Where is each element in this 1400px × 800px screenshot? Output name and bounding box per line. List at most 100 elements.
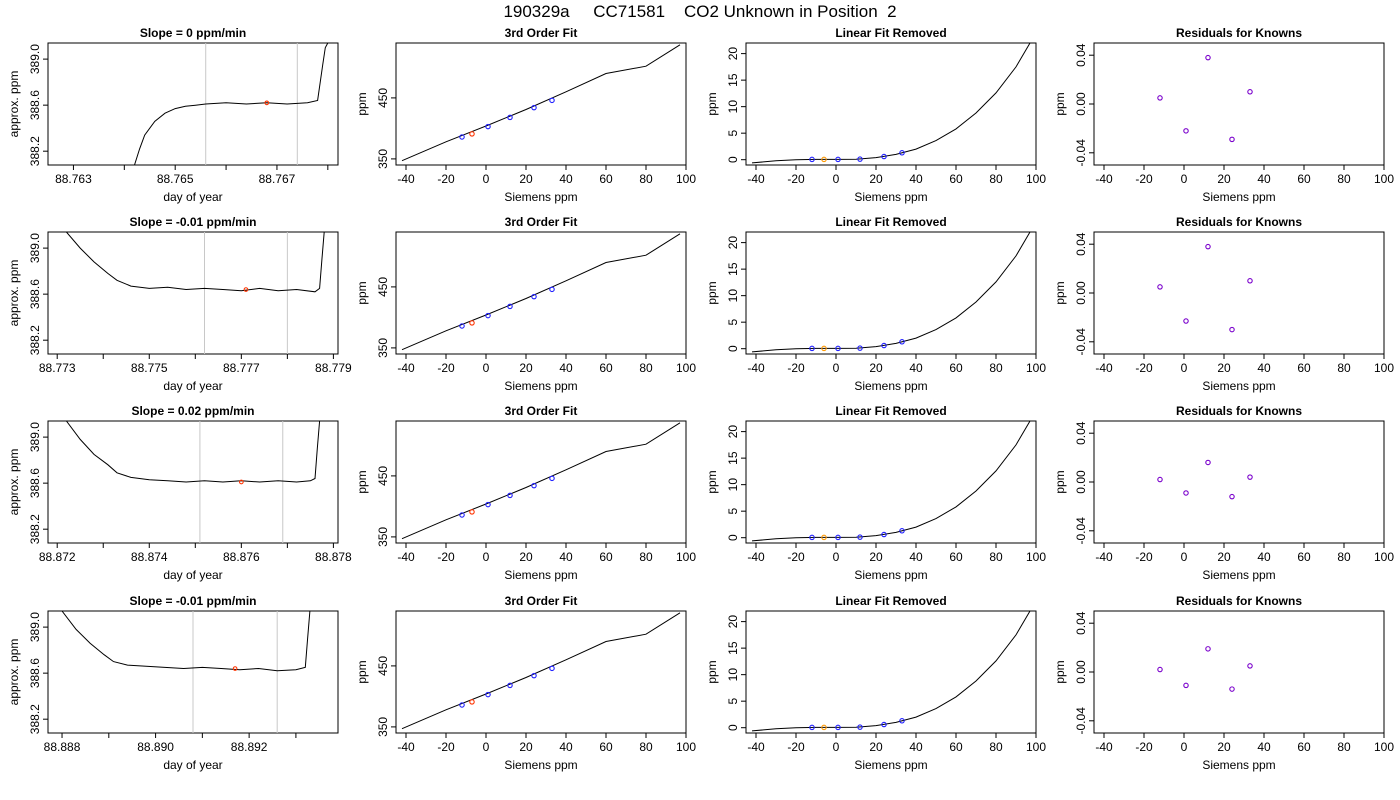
x-axis-label: Siemens ppm bbox=[1202, 758, 1275, 772]
y-tick-label: 5 bbox=[726, 130, 740, 137]
x-tick-label: 60 bbox=[1297, 740, 1311, 754]
x-tick-label: 60 bbox=[599, 550, 613, 564]
x-tick-label: 0 bbox=[833, 740, 840, 754]
x-tick-label: 20 bbox=[869, 550, 883, 564]
x-tick-label: 88.775 bbox=[131, 361, 168, 375]
known-point bbox=[507, 114, 513, 121]
x-tick-label: 60 bbox=[599, 172, 613, 186]
x-tick-label: 0 bbox=[1181, 740, 1188, 754]
x-tick-label: -40 bbox=[747, 361, 765, 375]
x-tick-label: -20 bbox=[1135, 172, 1153, 186]
known-point bbox=[881, 342, 887, 349]
y-axis-label: ppm bbox=[355, 660, 369, 683]
x-axis-label: day of year bbox=[163, 379, 222, 393]
y-tick-label: 0.04 bbox=[1074, 421, 1088, 445]
fit-curve bbox=[401, 233, 681, 351]
known-point bbox=[835, 156, 841, 163]
chart-title: Residuals for Knowns bbox=[1176, 215, 1302, 229]
known-point bbox=[459, 512, 465, 518]
x-tick-label: 40 bbox=[1257, 550, 1271, 564]
chart-title: Linear Fit Removed bbox=[835, 215, 946, 229]
unknown-point bbox=[821, 345, 827, 352]
known-point bbox=[1205, 459, 1211, 466]
known-point bbox=[531, 293, 537, 300]
chart-title: Linear Fit Removed bbox=[835, 26, 946, 40]
plot-frame bbox=[395, 42, 687, 166]
plot-frame bbox=[1093, 231, 1385, 355]
x-tick-label: -20 bbox=[1135, 550, 1153, 564]
x-tick-label: -40 bbox=[747, 550, 765, 564]
y-tick-label: 20 bbox=[726, 236, 740, 250]
y-tick-label: 388.2 bbox=[28, 704, 42, 734]
fit-curve bbox=[401, 44, 681, 162]
y-tick-label: 389.0 bbox=[28, 44, 42, 74]
chart-title: Residuals for Knowns bbox=[1176, 404, 1302, 418]
known-point bbox=[899, 339, 905, 345]
series-line bbox=[134, 43, 329, 165]
known-point bbox=[899, 150, 905, 156]
known-point bbox=[1247, 89, 1253, 95]
x-tick-label: 80 bbox=[639, 172, 653, 186]
plot-frame bbox=[395, 420, 687, 544]
x-tick-label: -40 bbox=[747, 740, 765, 754]
y-axis-label: approx. ppm bbox=[7, 639, 21, 706]
plot-frame bbox=[745, 231, 1037, 355]
chart-title: Residuals for Knowns bbox=[1176, 594, 1302, 608]
y-tick-label: 0.04 bbox=[1074, 611, 1088, 635]
known-point bbox=[485, 123, 491, 130]
x-tick-label: -40 bbox=[397, 740, 415, 754]
y-tick-label: 350 bbox=[376, 717, 390, 737]
known-point bbox=[507, 492, 513, 499]
y-axis-label: ppm bbox=[705, 92, 719, 115]
known-point bbox=[857, 724, 863, 730]
x-tick-label: 100 bbox=[1026, 361, 1046, 375]
known-point bbox=[549, 97, 555, 104]
plot-frame bbox=[745, 610, 1037, 734]
x-tick-label: 80 bbox=[639, 740, 653, 754]
unknown-point bbox=[469, 699, 475, 705]
chart-title: 3rd Order Fit bbox=[505, 26, 578, 40]
plot-frame bbox=[745, 42, 1037, 166]
x-tick-label: 80 bbox=[1337, 361, 1351, 375]
x-tick-label: 80 bbox=[989, 361, 1003, 375]
x-tick-label: 0 bbox=[483, 172, 490, 186]
x-tick-label: 0 bbox=[1181, 172, 1188, 186]
known-point bbox=[835, 345, 841, 352]
x-axis-label: Siemens ppm bbox=[504, 379, 577, 393]
y-axis-label: ppm bbox=[1053, 470, 1067, 493]
x-tick-label: 40 bbox=[559, 361, 573, 375]
y-tick-label: -0.04 bbox=[1074, 517, 1088, 545]
mean-point bbox=[264, 100, 270, 106]
x-tick-label: 20 bbox=[1217, 740, 1231, 754]
plot-frame bbox=[47, 231, 339, 355]
x-tick-label: 88.765 bbox=[157, 172, 194, 186]
series-line bbox=[66, 232, 325, 293]
x-tick-label: -40 bbox=[1095, 740, 1113, 754]
x-tick-label: 40 bbox=[559, 740, 573, 754]
fit-curve bbox=[751, 43, 1031, 164]
x-tick-label: 40 bbox=[909, 361, 923, 375]
y-tick-label: 389.0 bbox=[28, 612, 42, 642]
x-tick-label: 88.872 bbox=[39, 550, 76, 564]
known-point bbox=[485, 691, 491, 698]
x-axis-label: Siemens ppm bbox=[854, 758, 927, 772]
y-tick-label: 15 bbox=[726, 641, 740, 655]
plot-frame bbox=[395, 231, 687, 355]
fit-curve bbox=[751, 232, 1031, 353]
known-point bbox=[881, 153, 887, 160]
y-tick-label: 388.6 bbox=[28, 658, 42, 688]
chart-title: Slope = 0.02 ppm/min bbox=[131, 404, 254, 418]
chart-panel-8: Residuals for Knowns -40 -20 0 20 40 60 80 100 -0… bbox=[1053, 215, 1394, 393]
known-point bbox=[1205, 646, 1211, 652]
plot-frame bbox=[1093, 610, 1385, 734]
fit-curve bbox=[751, 421, 1031, 542]
x-tick-label: 60 bbox=[1297, 172, 1311, 186]
fit-curve bbox=[401, 612, 681, 730]
x-tick-label: 100 bbox=[676, 361, 696, 375]
x-tick-label: 40 bbox=[1257, 361, 1271, 375]
y-tick-label: 5 bbox=[726, 698, 740, 705]
x-tick-label: -20 bbox=[787, 740, 805, 754]
x-tick-label: -40 bbox=[747, 172, 765, 186]
x-axis-label: day of year bbox=[163, 758, 222, 772]
